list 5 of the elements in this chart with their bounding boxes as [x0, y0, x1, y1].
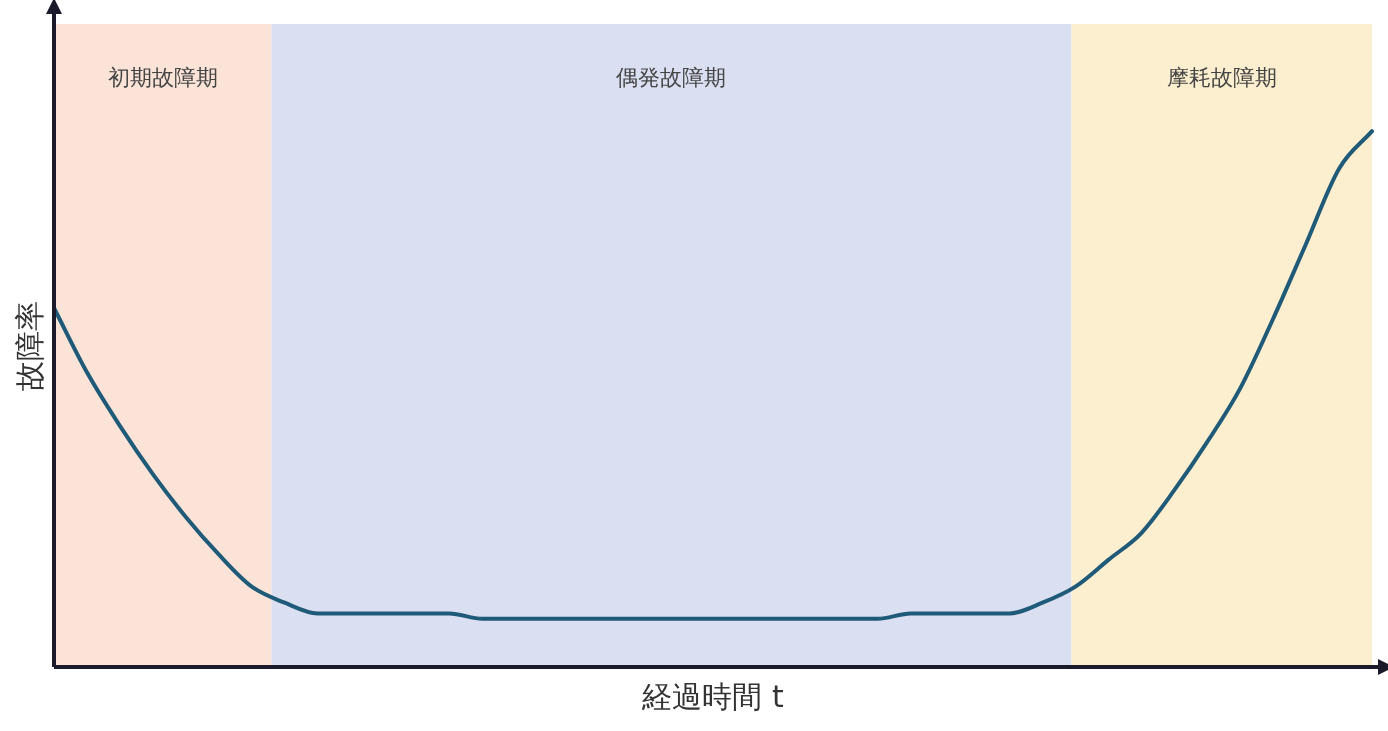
text: 初期故障期	[107, 64, 218, 90]
x-axis-title: 経過時間 t	[641, 678, 784, 714]
y-axis-title: 故障率	[11, 300, 47, 391]
text: 摩耗故障期	[1166, 64, 1277, 90]
text: 偶発故障期	[616, 64, 727, 90]
